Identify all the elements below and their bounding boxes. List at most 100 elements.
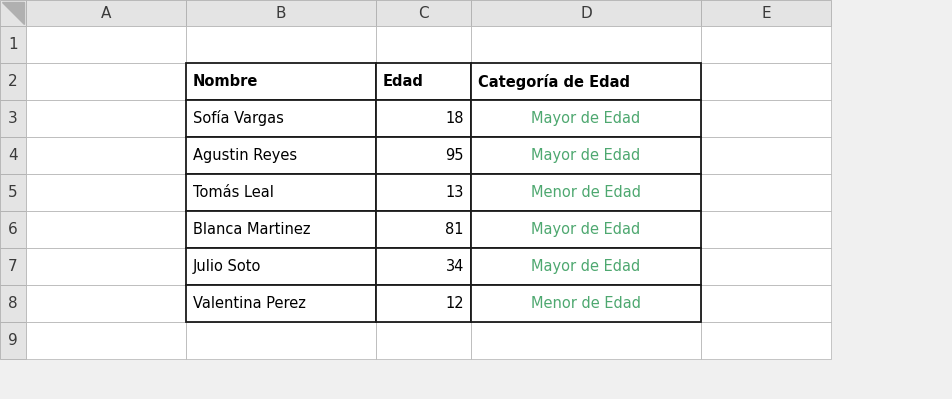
Bar [186,322,376,359]
Bar [470,285,701,322]
Bar [26,26,186,63]
Text: B: B [275,6,286,20]
Text: 5: 5 [9,185,18,200]
Text: Nombre: Nombre [193,74,258,89]
Bar [0,137,26,174]
Bar [0,0,26,26]
Bar [376,100,470,137]
Bar [186,0,376,26]
Bar [376,63,470,100]
Text: 7: 7 [9,259,18,274]
Bar [0,285,26,322]
Bar [26,285,186,322]
Bar [0,322,26,359]
Bar [701,137,830,174]
Bar [701,26,830,63]
Bar [186,248,376,285]
Bar [0,26,26,63]
Bar [376,248,470,285]
Text: 1: 1 [9,37,18,52]
Text: E: E [761,6,770,20]
Text: Mayor de Edad: Mayor de Edad [531,259,640,274]
Text: 18: 18 [445,111,464,126]
Bar [26,63,186,100]
Text: Blanca Martinez: Blanca Martinez [193,222,310,237]
Text: 6: 6 [9,222,18,237]
Text: Julio Soto: Julio Soto [193,259,261,274]
Text: 34: 34 [446,259,464,274]
Bar [186,211,376,248]
Bar [186,137,376,174]
Bar [376,137,470,174]
Bar [376,0,470,26]
Bar [701,100,830,137]
Bar [470,63,701,100]
Bar [186,63,376,100]
Bar [470,211,701,248]
Text: Mayor de Edad: Mayor de Edad [531,148,640,163]
Text: 95: 95 [445,148,464,163]
Text: A: A [101,6,111,20]
Bar [376,322,470,359]
Bar [26,0,186,26]
Bar [470,0,701,26]
Text: Mayor de Edad: Mayor de Edad [531,222,640,237]
Bar [701,248,830,285]
Bar [186,63,376,100]
Bar [186,285,376,322]
Bar [470,211,701,248]
Bar [186,100,376,137]
Text: Edad: Edad [383,74,424,89]
Bar [376,137,470,174]
Bar [701,63,830,100]
Bar [186,100,376,137]
Text: Mayor de Edad: Mayor de Edad [531,111,640,126]
Bar [470,137,701,174]
Text: 81: 81 [445,222,464,237]
Bar [470,174,701,211]
Bar [470,63,701,100]
Text: Menor de Edad: Menor de Edad [530,185,641,200]
Bar [376,63,470,100]
Bar [470,100,701,137]
Bar [186,26,376,63]
Bar [26,211,186,248]
Bar [186,285,376,322]
Bar [376,174,470,211]
Text: 3: 3 [9,111,18,126]
Text: 8: 8 [9,296,18,311]
Bar [470,248,701,285]
Bar [0,248,26,285]
Text: 13: 13 [446,185,464,200]
Bar [186,211,376,248]
Bar [470,322,701,359]
Text: 9: 9 [9,333,18,348]
Text: Valentina Perez: Valentina Perez [193,296,306,311]
Bar [470,248,701,285]
Bar [186,137,376,174]
Bar [26,322,186,359]
Bar [376,211,470,248]
Bar [26,100,186,137]
Bar [470,100,701,137]
Bar [186,174,376,211]
Bar [0,100,26,137]
Bar [470,285,701,322]
Bar [701,211,830,248]
Bar [701,0,830,26]
Text: Agustin Reyes: Agustin Reyes [193,148,297,163]
Text: 4: 4 [9,148,18,163]
Bar [26,248,186,285]
Bar [0,63,26,100]
Polygon shape [2,2,24,24]
Bar [470,26,701,63]
Bar [376,248,470,285]
Bar [376,174,470,211]
Bar [186,174,376,211]
Bar [376,211,470,248]
Text: Menor de Edad: Menor de Edad [530,296,641,311]
Bar [470,137,701,174]
Bar [0,211,26,248]
Bar [26,174,186,211]
Bar [376,285,470,322]
